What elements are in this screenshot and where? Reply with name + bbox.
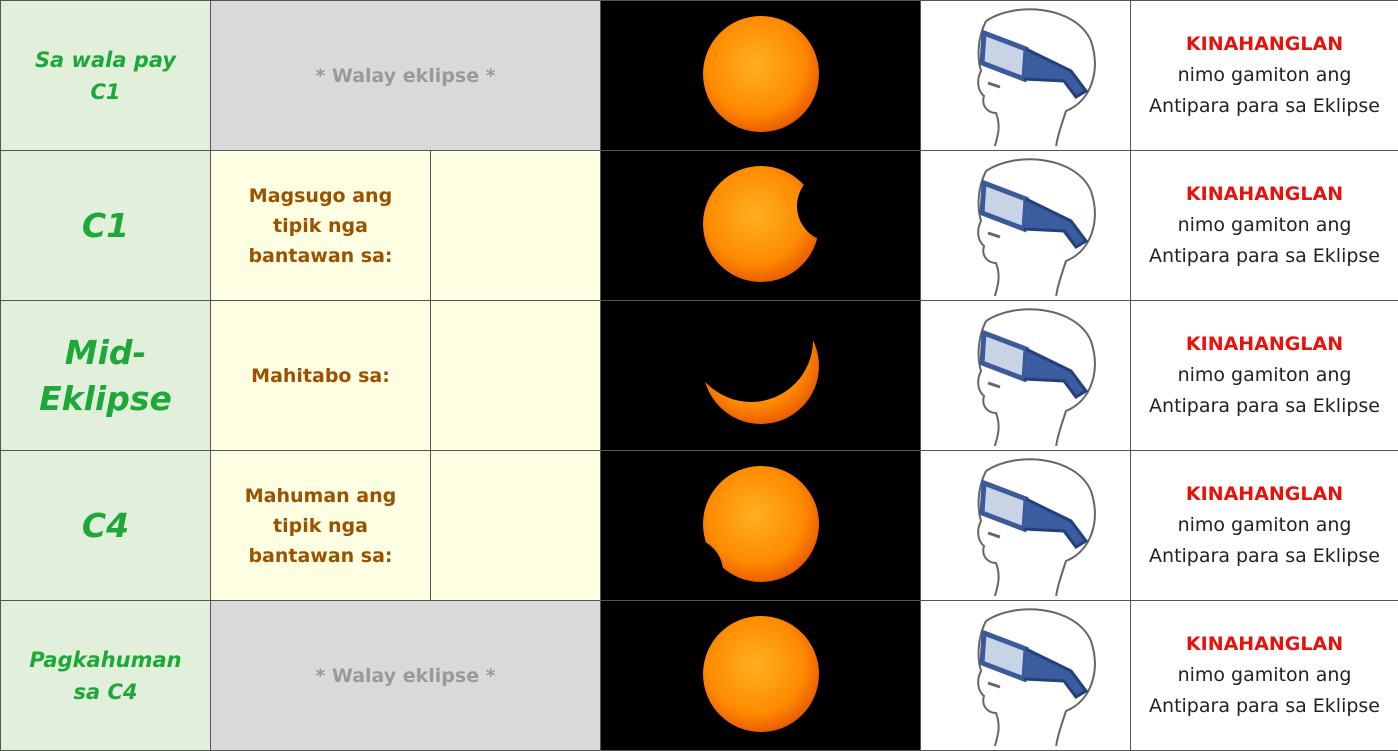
- phase: Pagkahuman sa C4: [1, 601, 211, 751]
- glasses: [926, 1, 1126, 146]
- glasses: [926, 601, 1126, 746]
- glasses: [926, 301, 1126, 446]
- note: Mahitabo sa:: [211, 301, 431, 451]
- note: Mahuman ang tipik nga bantawan sa:: [211, 451, 431, 601]
- sun: [661, 304, 861, 444]
- requirement: KINAHANGLAN: [1139, 329, 1390, 360]
- note: * Walay eklipse *: [211, 601, 601, 751]
- requirement-cell: KINAHANGLAN nimo gamiton ang Antipara par…: [1131, 451, 1398, 601]
- glasses: [926, 151, 1126, 296]
- glasses-image: [921, 301, 1131, 451]
- page: Sa wala pay C1 * Walay eklipse * KINAHAN…: [0, 0, 1398, 748]
- instruction: nimo gamiton ang Antipara para sa Eklips…: [1149, 514, 1380, 567]
- note: Magsugo ang tipik nga bantawan sa:: [211, 151, 431, 301]
- requirement-cell: KINAHANGLAN nimo gamiton ang Antipara par…: [1131, 301, 1398, 451]
- blank-cell: [431, 451, 601, 601]
- requirement: KINAHANGLAN: [1139, 629, 1390, 660]
- phase: Mid-Eklipse: [1, 301, 211, 451]
- requirement-cell: KINAHANGLAN nimo gamiton ang Antipara par…: [1131, 601, 1398, 751]
- glasses-image: [921, 151, 1131, 301]
- sun: [661, 604, 861, 744]
- note: * Walay eklipse *: [211, 1, 601, 151]
- instruction: nimo gamiton ang Antipara para sa Eklips…: [1149, 64, 1380, 117]
- instruction: nimo gamiton ang Antipara para sa Eklips…: [1149, 364, 1380, 417]
- sun-image: [601, 451, 921, 601]
- sun: [661, 154, 861, 294]
- instruction: nimo gamiton ang Antipara para sa Eklips…: [1149, 214, 1380, 267]
- phase: C1: [1, 151, 211, 301]
- glasses-image: [921, 451, 1131, 601]
- requirement-cell: KINAHANGLAN nimo gamiton ang Antipara par…: [1131, 151, 1398, 301]
- eclipse-table: Sa wala pay C1 * Walay eklipse * KINAHAN…: [0, 0, 1398, 751]
- glasses-image: [921, 601, 1131, 751]
- glasses: [926, 451, 1126, 596]
- instruction: nimo gamiton ang Antipara para sa Eklips…: [1149, 664, 1380, 717]
- requirement-cell: KINAHANGLAN nimo gamiton ang Antipara par…: [1131, 1, 1398, 151]
- sun-image: [601, 301, 921, 451]
- requirement: KINAHANGLAN: [1139, 179, 1390, 210]
- phase: C4: [1, 451, 211, 601]
- blank-cell: [431, 301, 601, 451]
- sun-image: [601, 1, 921, 151]
- requirement: KINAHANGLAN: [1139, 29, 1390, 60]
- phase: Sa wala pay C1: [1, 1, 211, 151]
- glasses-image: [921, 1, 1131, 151]
- blank-cell: [431, 151, 601, 301]
- sun-image: [601, 601, 921, 751]
- sun: [661, 4, 861, 144]
- sun: [661, 454, 861, 594]
- sun-image: [601, 151, 921, 301]
- requirement: KINAHANGLAN: [1139, 479, 1390, 510]
